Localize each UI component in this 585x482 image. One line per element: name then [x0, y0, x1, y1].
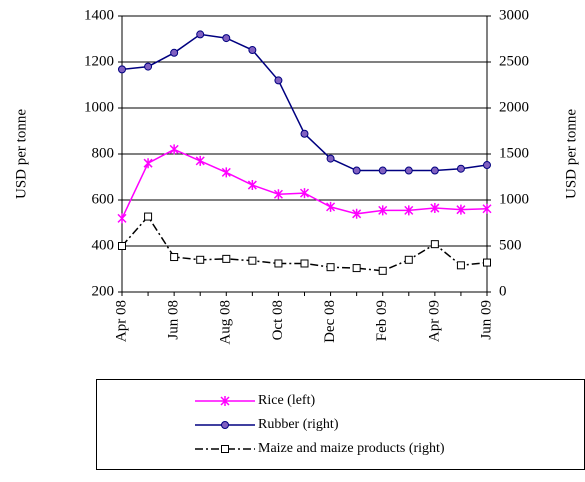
y2-tick-label: 2000 — [499, 99, 529, 115]
data-point — [118, 65, 126, 74]
data-point — [326, 201, 336, 212]
data-point — [404, 166, 413, 175]
data-point — [222, 34, 231, 43]
x-tick-label: Jun 09 — [478, 300, 494, 340]
data-point — [483, 161, 491, 170]
series-line — [121, 215, 488, 272]
y2-tick-label: 0 — [499, 283, 507, 299]
y2-tick-label: 2500 — [499, 53, 529, 69]
data-point — [196, 30, 205, 39]
x-tick-label: Aug 08 — [218, 300, 234, 345]
y-tick-label: 800 — [92, 145, 115, 161]
data-point — [378, 266, 387, 275]
data-point — [456, 204, 466, 215]
y2-tick-label: 1500 — [499, 145, 529, 161]
data-point — [378, 205, 388, 216]
x-tick-label: Jun 08 — [166, 300, 182, 340]
data-point — [456, 261, 465, 270]
data-point — [404, 255, 413, 264]
y-tick-label: 1200 — [84, 53, 114, 69]
data-point — [170, 48, 179, 57]
legend-label: Rice (left) — [258, 393, 315, 408]
data-point — [299, 188, 310, 199]
y2-tick-label: 3000 — [499, 7, 529, 23]
data-point — [378, 166, 387, 175]
data-point — [222, 254, 231, 263]
x-tick-label: Apr 09 — [426, 300, 442, 342]
data-point — [326, 263, 335, 272]
data-point — [326, 154, 335, 163]
data-point — [273, 189, 283, 200]
data-point — [169, 144, 179, 155]
legend-label: Maize and maize products (right) — [258, 441, 445, 456]
data-point — [430, 203, 440, 214]
data-point — [118, 242, 126, 250]
x-tick-label: Feb 09 — [374, 300, 390, 341]
y-tick-label: 600 — [92, 191, 115, 207]
legend-label: Rubber (right) — [258, 417, 339, 432]
x-tick-label: Dec 08 — [322, 300, 338, 343]
data-point — [352, 166, 361, 175]
data-point — [300, 259, 309, 268]
data-point — [274, 76, 283, 85]
data-point — [430, 240, 439, 249]
data-point — [300, 129, 309, 138]
y2-axis-title: USD per tonne — [563, 109, 579, 199]
data-point — [352, 208, 362, 219]
data-point — [221, 167, 231, 178]
y-tick-label: 1400 — [84, 7, 114, 23]
y-tick-label: 1000 — [84, 99, 114, 115]
y2-tick-label: 500 — [499, 237, 522, 253]
data-point — [274, 259, 283, 268]
data-point — [352, 264, 361, 273]
y-tick-label: 400 — [92, 237, 115, 253]
data-point — [456, 164, 465, 173]
data-point — [248, 256, 257, 265]
x-tick-label: Apr 08 — [113, 300, 129, 342]
data-point — [143, 158, 153, 169]
data-point — [117, 213, 127, 224]
data-point — [247, 180, 257, 191]
x-tick-label: Oct 08 — [270, 300, 286, 340]
data-point — [482, 203, 492, 214]
y2-tick-label: 1000 — [499, 191, 529, 207]
data-point — [195, 155, 205, 166]
data-point — [170, 253, 179, 262]
legend-marker — [220, 396, 230, 406]
series-line — [121, 148, 488, 219]
data-point — [430, 166, 439, 175]
legend-marker — [221, 445, 229, 453]
data-point — [248, 46, 257, 55]
data-point — [483, 258, 491, 267]
data-point — [144, 212, 153, 221]
data-point — [196, 255, 205, 264]
data-point — [144, 62, 153, 71]
legend-marker — [221, 421, 229, 429]
y-axis-title: USD per tonne — [13, 109, 29, 199]
data-point — [404, 205, 414, 216]
y-tick-label: 200 — [92, 283, 115, 299]
